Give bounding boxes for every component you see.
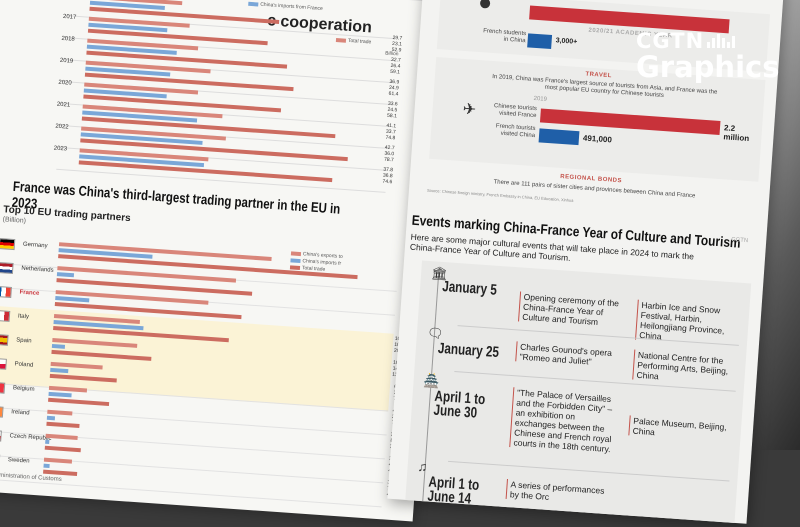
country-name: Netherlands — [21, 266, 54, 274]
year-label: 2023 — [54, 146, 68, 153]
travel-year: 2019 — [533, 96, 547, 103]
total-bar — [50, 374, 117, 383]
total-bar — [48, 398, 109, 406]
country-name: Sweden — [8, 457, 30, 464]
event-desc-2: "The Palace of Versailles and the Forbid… — [509, 387, 617, 454]
events-timeline: 🏛 January 5 Opening ceremony of the Chin… — [405, 261, 751, 523]
year-label: 2017 — [63, 14, 77, 21]
event-desc-1: Charles Gounod's opera "Romeo and Juliet… — [515, 341, 620, 368]
import-bar — [43, 464, 50, 468]
cgtn-graphics-logo: CGTN Graphics — [636, 30, 779, 82]
music-icon: ♫ — [417, 459, 428, 475]
country-name: Spain — [16, 337, 32, 344]
travel-head: TRAVEL — [585, 71, 612, 79]
year-value: 74.6 — [382, 179, 392, 186]
export-bar — [47, 410, 72, 416]
travel-row-label-0: Chinese tourists visited France — [492, 103, 537, 120]
event-venue-0: Harbin Ice and Snow Festival, Harbin, He… — [635, 300, 750, 348]
travel-bar-1 — [539, 128, 580, 145]
import-bar — [48, 392, 71, 398]
import-bar — [52, 344, 65, 349]
year-value: 78.7 — [384, 157, 394, 164]
country-name: Germany — [23, 242, 48, 250]
flag-icon — [0, 286, 12, 298]
year-value: 52.9 — [391, 47, 401, 54]
import-bar — [47, 416, 55, 421]
year-value: 58.1 — [387, 113, 397, 120]
flag-icon — [0, 262, 14, 274]
flag-icon — [0, 358, 7, 370]
event-desc-3: A series of performances by the Orc — [506, 479, 611, 506]
year-label: 2021 — [57, 102, 71, 109]
total-bar — [45, 446, 81, 452]
year-value: 74.8 — [385, 135, 395, 142]
event-date-0: January 5 — [442, 280, 497, 298]
country-name: Belgium — [13, 385, 35, 392]
year-label: 2020 — [58, 80, 72, 87]
event-date-3: April 1 to June 14 — [427, 476, 491, 508]
country-name: France — [19, 290, 39, 297]
trade-infographic-sheet: c cooperation China's imports from Franc… — [0, 0, 449, 522]
event-date-1: January 25 — [437, 342, 499, 360]
flag-icon — [0, 310, 10, 322]
travel-value-1: 491,000 — [583, 133, 612, 144]
flag-icon — [0, 406, 4, 418]
french-students-bar — [527, 33, 552, 49]
export-bar — [44, 458, 72, 464]
year-label: 2019 — [60, 58, 74, 65]
cgtn-watermark: CGTN — [731, 237, 748, 244]
bonds-head: REGIONAL BONDS — [560, 174, 622, 184]
year-label: 2022 — [55, 124, 69, 131]
event-date-2: April 1 to June 30 — [433, 390, 497, 422]
year-bar-chart: 2016201729.723.152.9201832.726.459.12019… — [0, 0, 449, 3]
row-divider — [448, 461, 729, 482]
year-value: 61.4 — [388, 91, 398, 98]
student-icon — [480, 0, 491, 9]
total-bar — [46, 422, 79, 428]
year-label: 2018 — [61, 36, 75, 43]
country-name: Italy — [18, 313, 29, 320]
row-divider — [0, 478, 382, 507]
flag-icon — [0, 238, 15, 250]
event-desc-0: Opening ceremony of the China-France Yea… — [518, 291, 632, 329]
french-students-value: 3,000+ — [555, 37, 577, 45]
traveler-icon: ✈ — [462, 99, 477, 120]
top10-unit: (Billion) — [2, 216, 26, 225]
logo-bars-icon — [707, 30, 737, 52]
country-name: Ireland — [11, 409, 30, 416]
flag-icon — [0, 382, 5, 394]
import-bar — [45, 440, 49, 444]
collage-background: c cooperation China's imports from Franc… — [0, 0, 800, 450]
event-venue-2: Palace Museum, Beijing, China — [628, 415, 741, 443]
country-name: Poland — [14, 361, 33, 368]
travel-row-label-1: French tourists visited China — [491, 123, 536, 140]
flag-icon — [0, 334, 9, 346]
event-venue-1: National Centre for the Performing Arts,… — [632, 350, 746, 388]
logo-graphics: Graphics — [636, 52, 779, 82]
export-bar — [52, 338, 137, 348]
french-students-label: French students in China — [477, 28, 526, 45]
logo-line1: CGTN — [636, 30, 779, 52]
import-bar — [57, 272, 74, 277]
import-bar — [50, 368, 68, 373]
travel-value-0: 2.2 million — [723, 123, 762, 144]
year-value: 59.1 — [390, 69, 400, 76]
flag-icon — [0, 430, 2, 442]
